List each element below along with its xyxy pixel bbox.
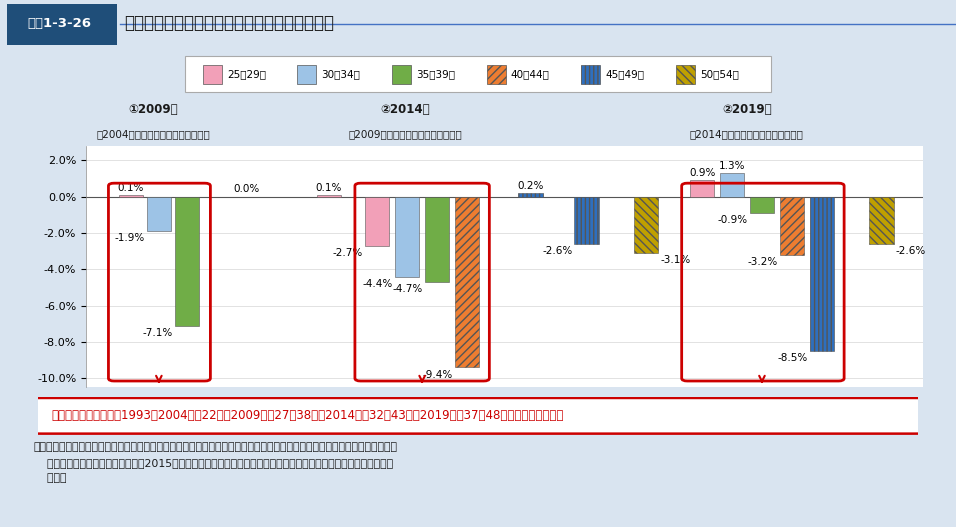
Bar (634, 197, 659, 253)
Bar (869, 197, 894, 244)
Text: ②2014年: ②2014年 (380, 103, 430, 116)
Text: -0.9%: -0.9% (718, 216, 748, 226)
Text: -2.6%: -2.6% (896, 246, 926, 256)
Bar (487, 65, 506, 84)
Text: -3.2%: -3.2% (748, 257, 777, 267)
Text: 0.1%: 0.1% (118, 183, 144, 193)
Text: 所定内給与額の変化（男性、大学、大学院卒）: 所定内給与額の変化（男性、大学、大学院卒） (124, 14, 335, 32)
Text: 0.1%: 0.1% (315, 183, 342, 193)
Text: 0.2%: 0.2% (517, 181, 544, 191)
FancyBboxPatch shape (7, 4, 117, 45)
Bar (119, 195, 143, 197)
Text: -7.1%: -7.1% (142, 328, 173, 338)
Text: ①2009年: ①2009年 (129, 103, 178, 116)
Bar (720, 173, 744, 197)
Text: 0.9%: 0.9% (689, 168, 715, 178)
Bar (185, 56, 771, 92)
Bar (690, 180, 714, 197)
Bar (750, 197, 774, 213)
FancyBboxPatch shape (25, 398, 931, 434)
Bar (424, 197, 449, 282)
Text: 25〜29歳: 25〜29歳 (227, 70, 266, 79)
Bar (175, 197, 199, 326)
Text: 資料：厚生労働省政策統括官付参事官付賃金福祉統計室「賃金構造基本統計調査」を元に厚生労働省政策統括官付政策立案・
    評価担当参事官室において作成。2015: 資料：厚生労働省政策統括官付参事官付賃金福祉統計室「賃金構造基本統計調査」を元に… (33, 443, 397, 483)
Text: -8.5%: -8.5% (777, 353, 808, 363)
Text: 「就職氷河期世代」（1993〜2004年に22歳、2009年に27〜38歳、2014年に32〜43歳、2019年に37〜48歳）を含む年齢階級: 「就職氷河期世代」（1993〜2004年に22歳、2009年に27〜38歳、20… (52, 408, 564, 422)
Bar (518, 193, 543, 197)
Bar (780, 197, 804, 255)
Text: -2.6%: -2.6% (542, 246, 573, 256)
Text: 50〜54歳: 50〜54歳 (700, 70, 739, 79)
Bar (581, 65, 600, 84)
Bar (810, 197, 834, 351)
Bar (203, 65, 222, 84)
Bar (575, 197, 598, 244)
Text: -9.4%: -9.4% (423, 369, 453, 379)
Bar (146, 197, 171, 231)
Bar (392, 65, 411, 84)
Bar (455, 197, 479, 367)
Text: -4.4%: -4.4% (362, 279, 393, 289)
Bar (395, 197, 420, 277)
Text: -4.7%: -4.7% (393, 284, 423, 294)
Text: （2004年の同一年齢階級との比較）: （2004年の同一年齢階級との比較） (97, 129, 210, 139)
Text: 1.3%: 1.3% (719, 161, 746, 171)
Text: -3.1%: -3.1% (661, 255, 690, 265)
Text: -2.7%: -2.7% (333, 248, 363, 258)
Bar (316, 195, 341, 197)
Text: 40〜44歳: 40〜44歳 (511, 70, 550, 79)
Text: 0.0%: 0.0% (233, 184, 260, 194)
Text: （2014年の同一年齢階級との比較）: （2014年の同一年齢階級との比較） (690, 129, 804, 139)
Text: （2009年の同一年齢階級との比較）: （2009年の同一年齢階級との比較） (348, 129, 462, 139)
Text: 30〜34歳: 30〜34歳 (321, 70, 360, 79)
Text: ②2019年: ②2019年 (722, 103, 771, 116)
Bar (676, 65, 695, 84)
Text: 45〜49歳: 45〜49歳 (605, 70, 644, 79)
Text: -1.9%: -1.9% (115, 233, 144, 243)
Text: 図表1-3-26: 図表1-3-26 (28, 17, 91, 30)
Text: 35〜39歳: 35〜39歳 (416, 70, 455, 79)
Bar (365, 197, 389, 246)
Bar (297, 65, 316, 84)
